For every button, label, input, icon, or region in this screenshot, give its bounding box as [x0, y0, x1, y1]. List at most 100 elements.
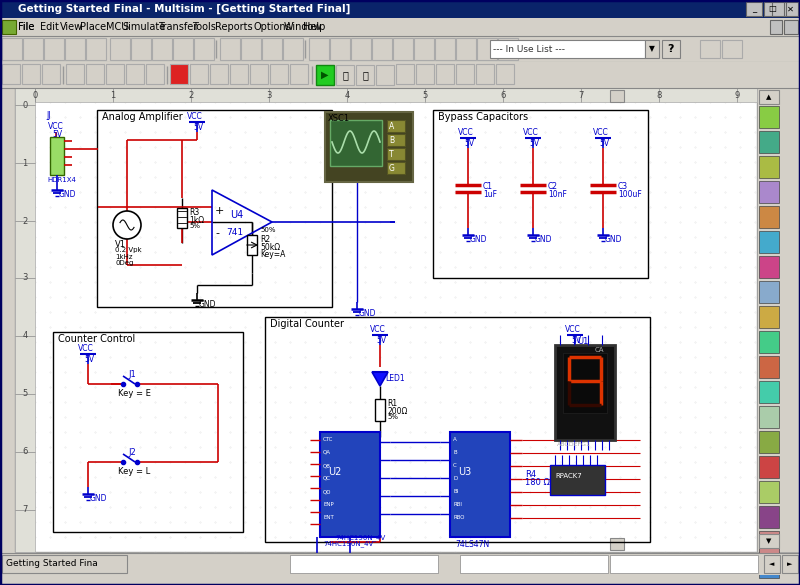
Text: C: C [453, 463, 457, 468]
Text: 1kHz: 1kHz [115, 254, 133, 260]
Text: File: File [18, 22, 34, 32]
Text: ►: ► [744, 555, 750, 561]
Bar [662, 40, 680, 58]
Text: Key = E: Key = E [118, 389, 151, 398]
Bar [772, 2, 784, 16]
Bar [759, 356, 779, 378]
Text: 1uF: 1uF [483, 190, 497, 199]
Bar [782, 2, 798, 16]
Text: GND: GND [605, 235, 622, 244]
Bar [759, 481, 779, 503]
Text: 0: 0 [32, 91, 38, 99]
Text: 9: 9 [734, 91, 740, 99]
Text: GND: GND [470, 235, 487, 244]
Text: 74HC190N_4V: 74HC190N_4V [323, 540, 374, 547]
Text: 5%: 5% [387, 414, 398, 420]
Text: 0Deg: 0Deg [115, 260, 134, 266]
Bar [645, 40, 659, 58]
Text: 5: 5 [422, 91, 428, 99]
Text: GND: GND [359, 309, 377, 318]
Bar [146, 64, 164, 84]
Bar [23, 38, 43, 60]
Text: VCC: VCC [370, 325, 386, 334]
Bar [66, 64, 84, 84]
Bar [764, 555, 780, 573]
Text: R1: R1 [387, 399, 397, 408]
Bar [0, 62, 800, 88]
Bar [759, 181, 779, 203]
Text: U4: U4 [230, 210, 243, 220]
Bar [22, 64, 40, 84]
Bar [283, 38, 303, 60]
Bar [759, 131, 779, 153]
Bar [0, 36, 800, 62]
Bar [764, 2, 780, 16]
Text: Help: Help [303, 22, 326, 32]
Bar [770, 20, 782, 34]
Text: 3: 3 [22, 274, 28, 283]
Text: 2: 2 [188, 91, 194, 99]
Text: BI: BI [453, 489, 458, 494]
Text: ENT: ENT [323, 515, 334, 520]
Bar [490, 40, 645, 58]
Text: VCC: VCC [48, 122, 64, 131]
Bar [250, 64, 268, 84]
Bar [247, 235, 257, 255]
Text: 10nF: 10nF [548, 190, 567, 199]
Text: VCC: VCC [523, 128, 538, 137]
Text: 6: 6 [500, 91, 506, 99]
Bar [210, 64, 228, 84]
Text: C1: C1 [483, 182, 493, 191]
Bar [194, 38, 214, 60]
Text: 4: 4 [344, 91, 350, 99]
Text: 6: 6 [22, 448, 28, 456]
Text: Options: Options [254, 22, 292, 32]
Bar [290, 555, 438, 573]
Bar [759, 206, 779, 228]
Text: ⏹: ⏹ [362, 70, 368, 80]
Text: ⏸: ⏸ [342, 70, 348, 80]
Bar [330, 120, 382, 166]
Text: J1: J1 [128, 370, 136, 379]
Bar [610, 90, 624, 102]
Text: 0: 0 [22, 101, 28, 109]
Bar [330, 38, 350, 60]
Bar [309, 38, 329, 60]
Text: RPACK7: RPACK7 [555, 473, 582, 479]
Bar [456, 38, 476, 60]
Text: _: _ [752, 5, 756, 13]
Text: V1: V1 [115, 240, 126, 249]
Text: GND: GND [319, 559, 337, 568]
Text: 5V: 5V [376, 336, 386, 345]
Bar [555, 345, 615, 440]
Text: ►: ► [787, 561, 793, 567]
Bar [2, 38, 22, 60]
Text: R4: R4 [525, 470, 536, 479]
Text: VCC: VCC [78, 344, 94, 353]
Text: Counter Control: Counter Control [58, 334, 135, 344]
Bar [759, 456, 779, 478]
Bar [262, 38, 282, 60]
Bar [126, 64, 144, 84]
Bar [44, 38, 64, 60]
Text: □: □ [768, 5, 776, 13]
Text: CA: CA [595, 347, 605, 353]
Bar [173, 38, 193, 60]
Text: JJ: JJ [46, 111, 50, 120]
Bar [113, 211, 141, 239]
Text: QC: QC [323, 476, 331, 481]
Text: VCC: VCC [593, 128, 609, 137]
Bar [739, 554, 755, 562]
Bar [435, 38, 455, 60]
Bar [387, 120, 405, 132]
Text: ◄: ◄ [770, 561, 774, 567]
Bar [106, 64, 124, 84]
Text: File: File [18, 22, 34, 32]
Bar [65, 38, 85, 60]
Text: Analog Amplifier: Analog Amplifier [102, 112, 182, 122]
Text: GND: GND [535, 235, 553, 244]
Bar [759, 90, 779, 104]
Bar [376, 65, 394, 85]
Bar [759, 256, 779, 278]
Text: ?: ? [668, 44, 674, 54]
